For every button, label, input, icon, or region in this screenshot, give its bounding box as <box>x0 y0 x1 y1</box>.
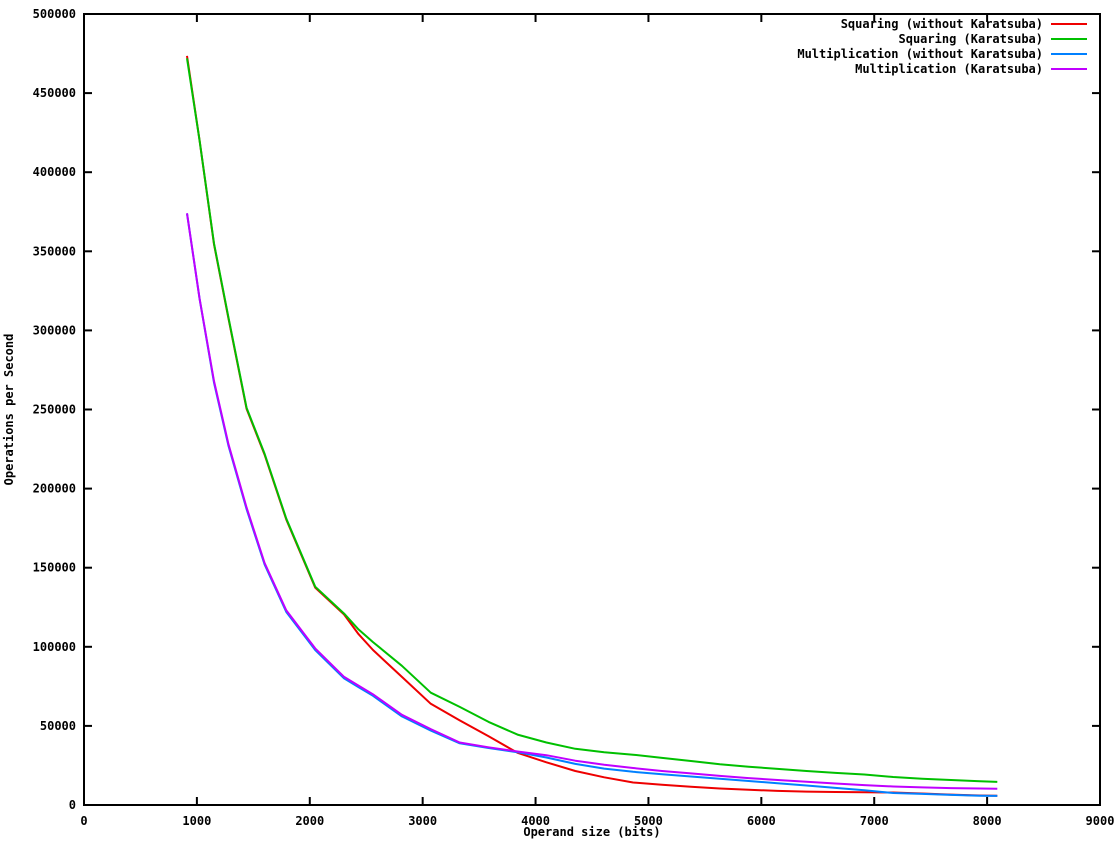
y-tick-label: 500000 <box>33 7 76 21</box>
x-tick-label: 6000 <box>747 814 776 828</box>
x-tick-label: 0 <box>80 814 87 828</box>
series-line-multiplication-karatsuba <box>186 213 998 790</box>
x-tick-label: 5000 <box>634 814 663 828</box>
legend-label-squaring-karatsuba: Squaring (Karatsuba) <box>899 32 1044 46</box>
x-tick-label: 9000 <box>1086 814 1115 828</box>
x-tick-label: 8000 <box>973 814 1002 828</box>
series-line-multiplication-without-karatsuba <box>186 213 998 797</box>
y-tick-label: 250000 <box>33 403 76 417</box>
x-tick-label: 3000 <box>408 814 437 828</box>
y-axis-label: Operations per Second <box>2 334 16 486</box>
series-line-squaring-karatsuba <box>186 58 998 783</box>
y-tick-label: 50000 <box>40 719 76 733</box>
y-tick-label: 450000 <box>33 86 76 100</box>
x-tick-label: 7000 <box>860 814 889 828</box>
legend-label-squaring-without-karatsuba: Squaring (without Karatsuba) <box>841 17 1043 31</box>
x-tick-label: 1000 <box>182 814 211 828</box>
series-line-squaring-without-karatsuba <box>186 55 998 797</box>
y-tick-label: 150000 <box>33 561 76 575</box>
x-tick-label: 2000 <box>295 814 324 828</box>
y-tick-label: 400000 <box>33 165 76 179</box>
legend-label-multiplication-karatsuba: Multiplication (Karatsuba) <box>855 62 1043 76</box>
y-tick-label: 300000 <box>33 323 76 337</box>
x-tick-label: 4000 <box>521 814 550 828</box>
y-tick-label: 100000 <box>33 640 76 654</box>
plot-border <box>83 13 1101 806</box>
legend-label-multiplication-without-karatsuba: Multiplication (without Karatsuba) <box>797 47 1043 61</box>
y-tick-label: 350000 <box>33 244 76 258</box>
y-tick-label: 0 <box>69 798 76 812</box>
y-tick-label: 200000 <box>33 482 76 496</box>
x-axis-label: Operand size (bits) <box>523 825 660 839</box>
